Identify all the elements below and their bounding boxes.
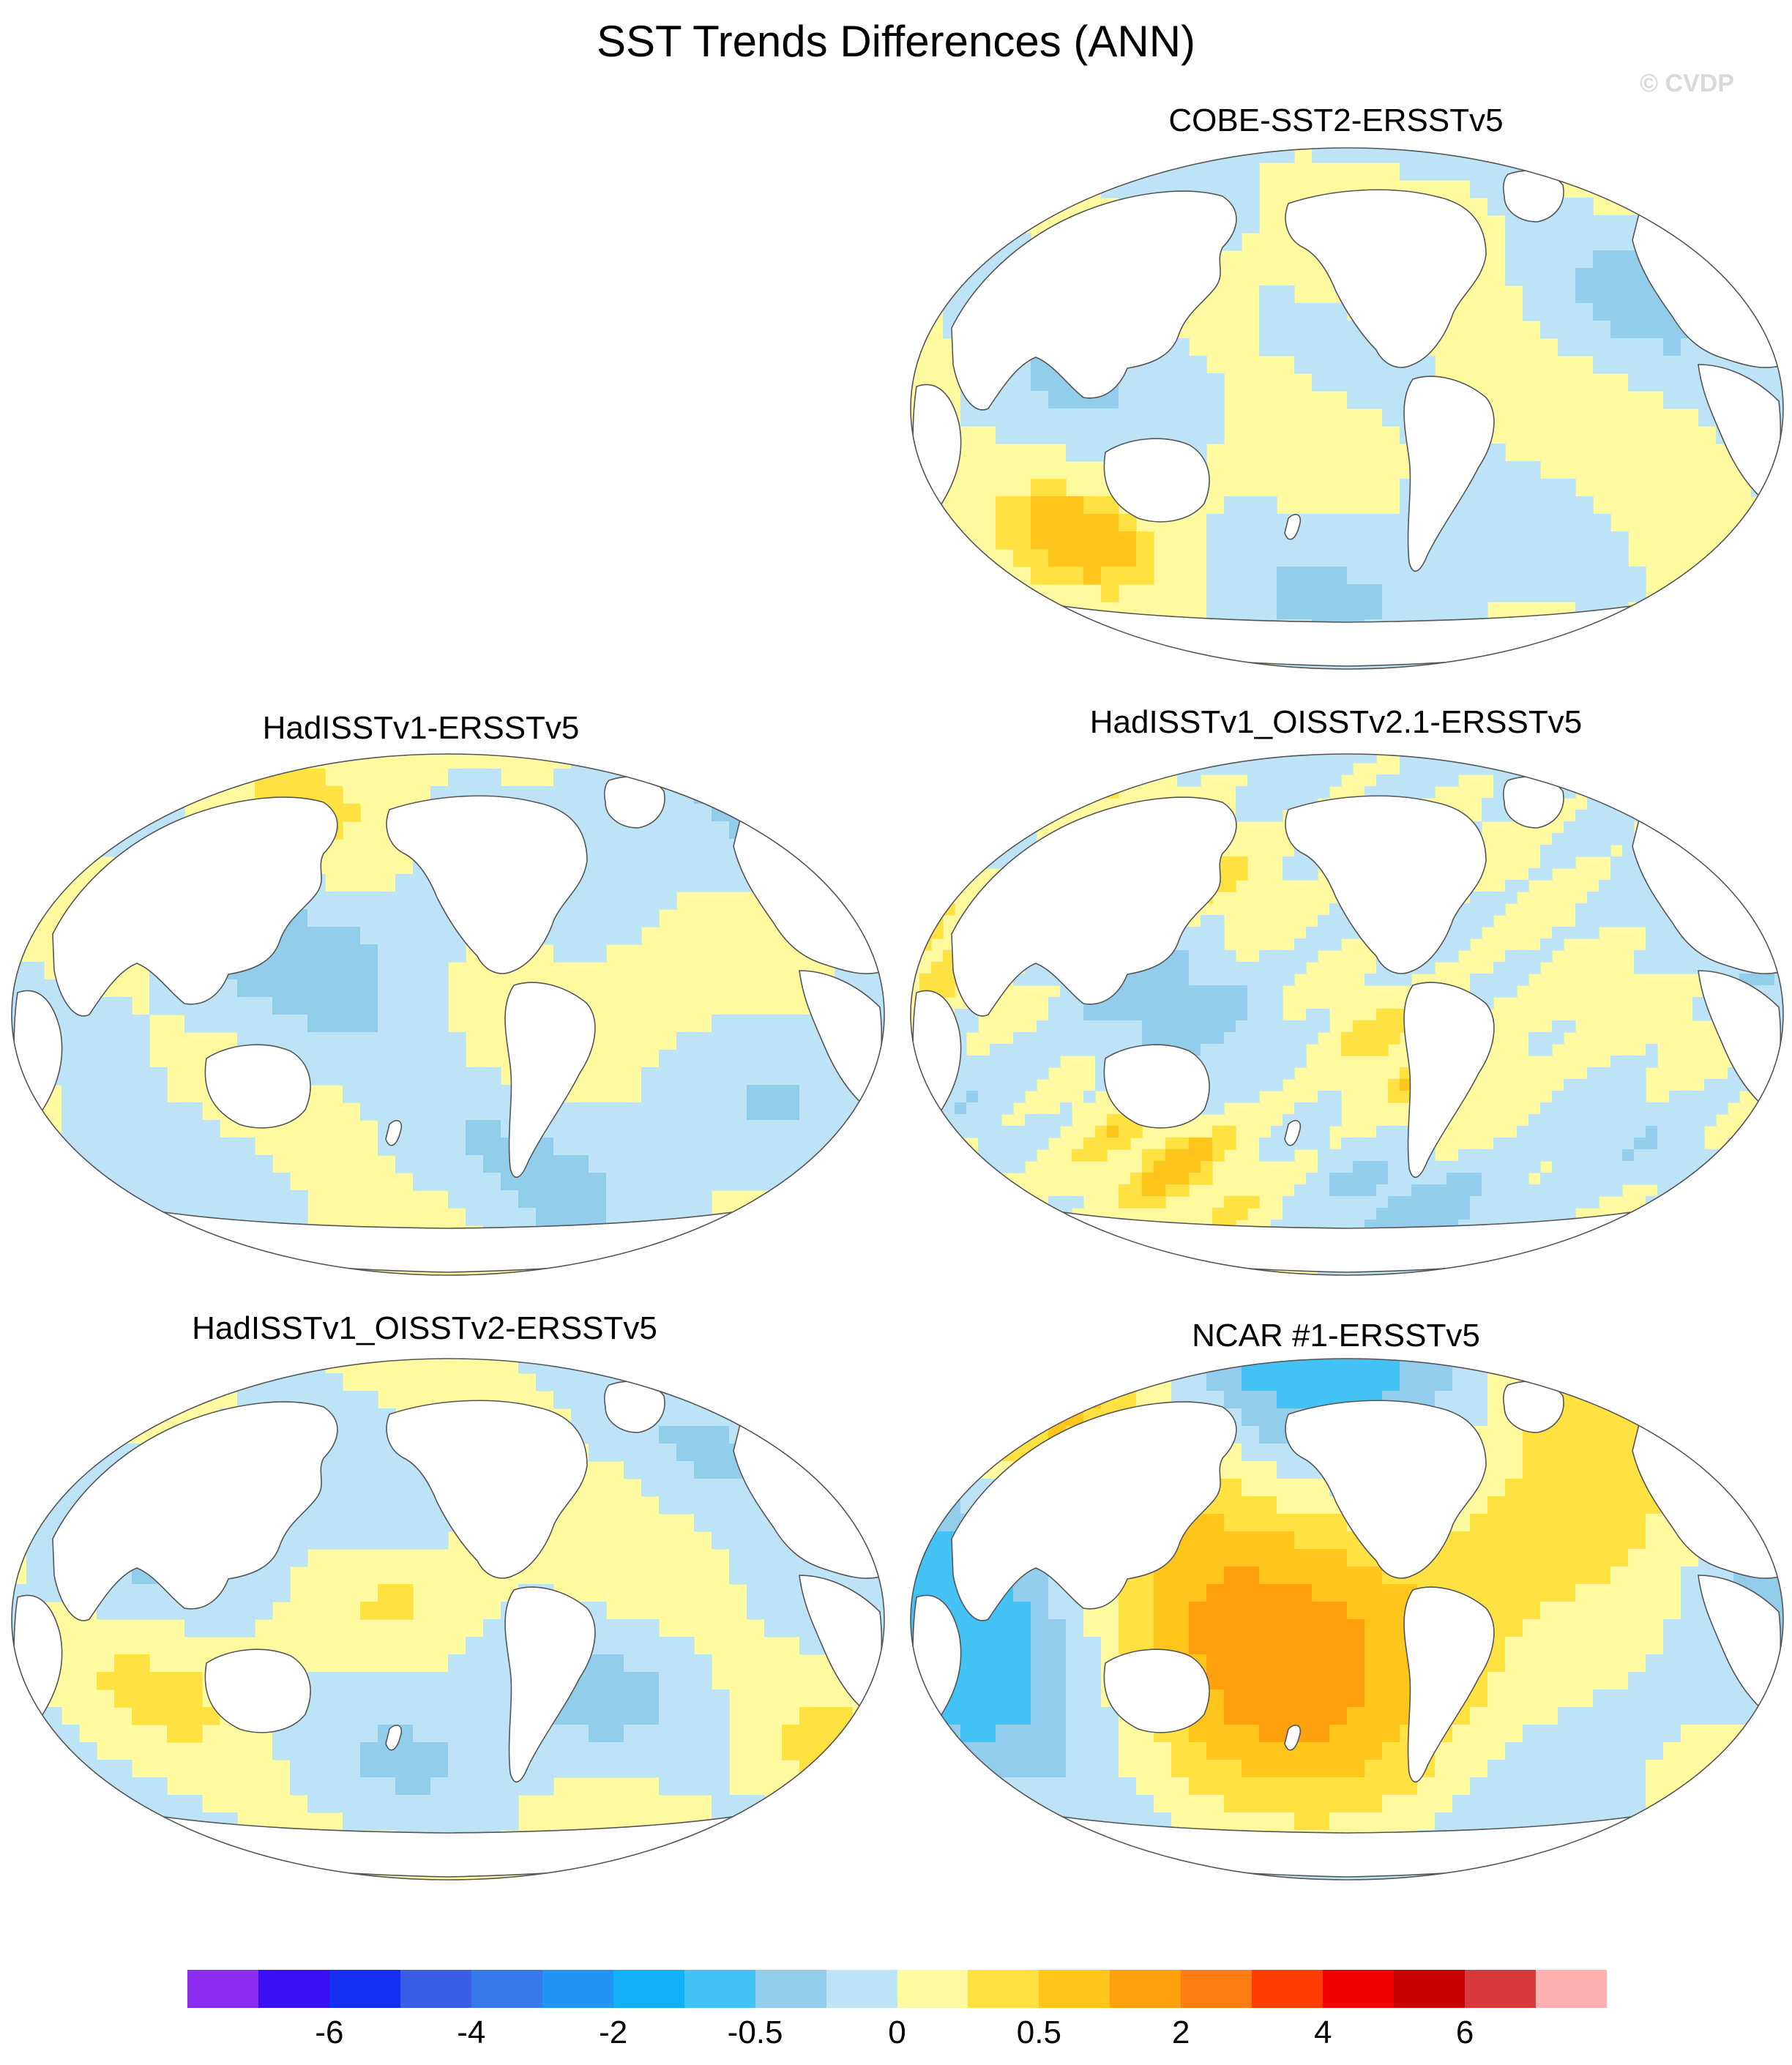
colorbar-tick-label: -2 (599, 2014, 628, 2050)
colorbar-tick-label: -0.5 (727, 2014, 783, 2050)
land-eurasia (951, 1401, 1237, 1621)
colorbar-swatch (826, 1970, 897, 2008)
panel-title-ncar: NCAR #1-ERSSTv5 (1192, 1318, 1480, 1353)
land-namerica (1285, 795, 1487, 974)
panel-title-hadisst: HadISSTv1-ERSSTv5 (262, 710, 580, 746)
colorbar-swatch (1465, 1970, 1537, 2008)
colorbar-swatch (329, 1970, 400, 2008)
colorbar-swatch (897, 1970, 968, 2008)
map-outline (910, 753, 1784, 1276)
map-outline (11, 1358, 885, 1881)
colorbar-swatch (471, 1970, 542, 2008)
map-outline (910, 1358, 1784, 1881)
land-australia (1103, 1044, 1210, 1129)
colorbar-swatch (1536, 1970, 1608, 2008)
colorbar-swatch (258, 1970, 329, 2008)
colorbar-swatch (1039, 1970, 1110, 2008)
figure-title: SST Trends Differences (ANN) (596, 17, 1196, 66)
colorbar-tick-label: 0.5 (1016, 2014, 1061, 2050)
colorbar-swatch (1181, 1970, 1252, 2008)
colorbar-swatch (1394, 1970, 1466, 2008)
map-hadoi2 (11, 1358, 885, 1881)
land-samerica (504, 982, 596, 1179)
colorbar-swatch (684, 1970, 755, 2008)
land-namerica (1285, 189, 1487, 368)
land-nz (1284, 1120, 1302, 1146)
land-australia (204, 1044, 311, 1129)
land-samerica (1403, 982, 1495, 1179)
colorbar-swatch (400, 1970, 471, 2008)
colorbar-tick-label: 0 (888, 2014, 906, 2050)
map-outline (11, 753, 885, 1276)
panel-title-hadoi2: HadISSTv1_OISSTv2-ERSSTv5 (192, 1310, 657, 1346)
map-hadisst (11, 753, 885, 1276)
map-cobe (910, 147, 1784, 670)
land-australia (204, 1648, 311, 1733)
land-samerica (1403, 1586, 1495, 1783)
colorbar (187, 1970, 1608, 2008)
colorbar-swatch (968, 1970, 1039, 2008)
watermark: © CVDP (1640, 70, 1734, 97)
land-nz (1284, 1725, 1302, 1751)
colorbar-swatch (542, 1970, 613, 2008)
land-samerica (504, 1586, 596, 1783)
land-nz (385, 1725, 403, 1751)
colorbar-labels: -6 -4 -2 -0.5 0 0.5 2 4 6 (187, 2014, 1607, 2058)
colorbar-swatch (1252, 1970, 1324, 2008)
land-namerica (386, 795, 588, 974)
map-ncar (910, 1358, 1784, 1881)
land-nz (1284, 514, 1302, 540)
land-eurasia (52, 1401, 338, 1621)
colorbar-swatch (613, 1970, 684, 2008)
colorbar-tick-label: 4 (1313, 2014, 1332, 2050)
land-samerica (1403, 376, 1495, 572)
colorbar-swatch (187, 1970, 258, 2008)
colorbar-tick-label: -4 (457, 2014, 486, 2050)
map-outline (910, 147, 1784, 670)
panel-title-hadoi21: HadISSTv1_OISSTv2.1-ERSSTv5 (1089, 704, 1583, 740)
colorbar-tick-label: 2 (1172, 2014, 1190, 2050)
colorbar-swatch (1323, 1970, 1395, 2008)
map-hadoi21 (910, 753, 1784, 1276)
land-australia (1103, 1648, 1210, 1733)
panel-title-cobe: COBE-SST2-ERSSTv5 (1168, 102, 1504, 138)
colorbar-swatch (755, 1970, 826, 2008)
colorbar-tick-label: 6 (1455, 2014, 1474, 2050)
colorbar-tick-label: -6 (315, 2014, 344, 2050)
land-namerica (1285, 1400, 1487, 1579)
land-namerica (386, 1400, 588, 1579)
land-australia (1103, 438, 1210, 523)
land-eurasia (951, 796, 1237, 1017)
land-eurasia (52, 796, 338, 1017)
land-nz (385, 1120, 403, 1146)
colorbar-swatch (1110, 1970, 1181, 2008)
land-eurasia (951, 190, 1237, 411)
